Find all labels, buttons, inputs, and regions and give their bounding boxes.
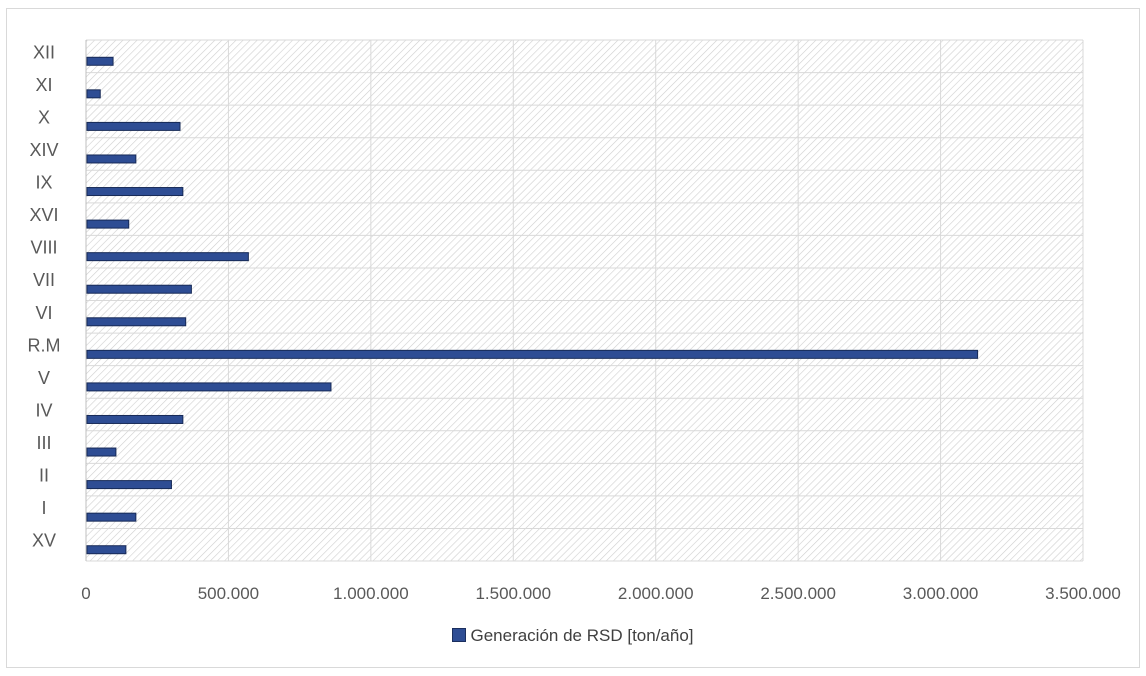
y-tick-label: R.M [28, 335, 61, 355]
y-tick-label: XVI [29, 205, 58, 225]
y-tick-label: VI [35, 303, 52, 323]
y-tick-label: IV [35, 400, 52, 420]
bar [86, 284, 192, 294]
bar [86, 89, 101, 99]
y-tick-label: XII [33, 42, 55, 62]
bar [86, 317, 187, 327]
x-tick-label: 3.500.000 [1045, 584, 1121, 603]
bars [86, 56, 979, 555]
gridlines [85, 39, 1084, 562]
bar [86, 349, 979, 359]
y-tick-label: I [41, 498, 46, 518]
y-tick-label: VII [33, 270, 55, 290]
y-tick-label: X [38, 107, 50, 127]
bar [86, 56, 114, 66]
bar [86, 414, 184, 424]
y-tick-label: XIV [29, 140, 58, 160]
legend: Generación de RSD [ton/año] [0, 626, 1146, 646]
bar [86, 512, 137, 522]
bar [86, 252, 249, 262]
bar [86, 187, 184, 197]
x-tick-label: 500.000 [198, 584, 259, 603]
bar [86, 382, 332, 392]
y-tick-label: XI [35, 75, 52, 95]
x-tick-label: 2.000.000 [618, 584, 694, 603]
legend-swatch [452, 628, 467, 642]
bar [86, 219, 130, 229]
bar [86, 121, 181, 131]
y-tick-label: VIII [30, 238, 57, 258]
x-tick-label: 1.000.000 [333, 584, 409, 603]
y-tick-label: XV [32, 531, 56, 551]
bar [86, 545, 127, 555]
legend-label: Generación de RSD [ton/año] [470, 626, 694, 645]
bar [86, 447, 117, 457]
y-tick-label: III [36, 433, 51, 453]
x-tick-label: 0 [81, 584, 90, 603]
y-tick-label: IX [35, 173, 52, 193]
x-tick-label: 2.500.000 [760, 584, 836, 603]
value-axis: 0 500.000 1.000.000 1.500.000 2.000.000 2.500… [81, 584, 1121, 603]
y-tick-label: II [39, 466, 49, 486]
bar [86, 154, 137, 164]
x-tick-label: 3.000.000 [903, 584, 979, 603]
x-tick-label: 1.500.000 [475, 584, 551, 603]
bar [86, 480, 172, 490]
y-tick-label: V [38, 368, 50, 388]
